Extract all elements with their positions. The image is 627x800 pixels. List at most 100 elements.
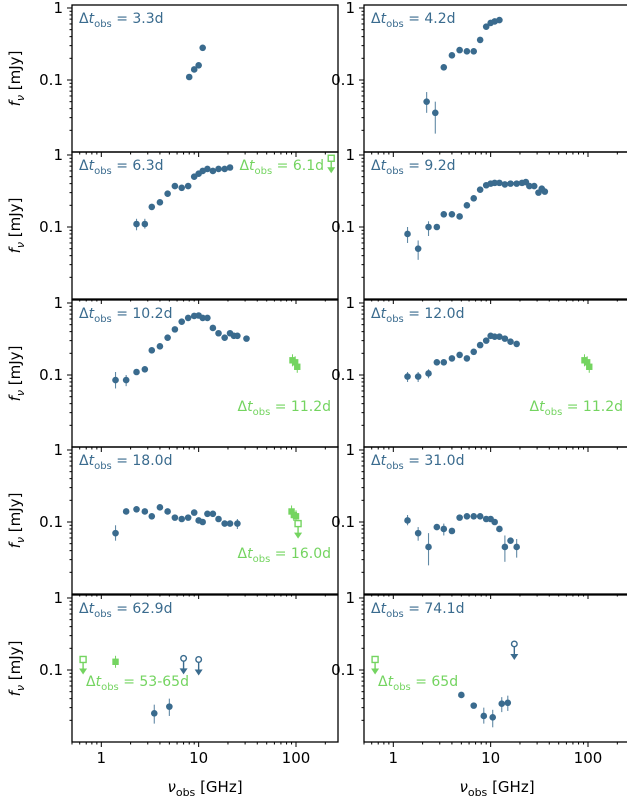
y-tick-label: 1 [53,146,63,164]
data-point [504,699,512,707]
x-axis-label: νobs [GHz] [167,778,242,799]
data-point [204,510,211,518]
secondary-label: Δtobs = 11.2d [238,399,331,418]
secondary-upper-limit-point [327,154,335,162]
y-axis-label: fν [mJy] [6,346,27,402]
x-tick-label: 10 [481,749,500,767]
data-point [491,518,498,526]
data-point [530,182,538,190]
panel-7: 0.1 1 fν [mJy] Δtobs = 18.0d Δtobs = 16.0d [6,441,339,599]
y-axis-label: fν [mJy] [6,641,27,697]
data-point [184,314,192,322]
data-point [470,195,478,202]
data-point [209,324,217,332]
data-point [243,335,250,342]
data-point [122,508,130,515]
secondary-label: Δtobs = 6.1d [239,158,324,177]
panel-label: Δtobs = 62.9d [79,601,172,620]
panel-frame [71,151,339,300]
data-point [489,714,497,721]
data-point [141,365,149,373]
x-tick-label: 10 [189,749,208,767]
panel-label: Δtobs = 18.0d [79,453,172,472]
data-point [423,98,430,105]
data-point [440,64,448,71]
data-point [234,332,241,340]
data-point [171,514,179,521]
data-point [491,179,498,187]
data-point [513,340,520,348]
y-tick-label: 1 [53,441,63,459]
data-point [482,23,490,30]
data-point [221,334,228,341]
y-tick-label: 1 [345,441,355,459]
y-tick-label: 0.1 [39,366,63,384]
upper-limit-arrow [179,668,188,675]
data-point [433,359,441,366]
data-point [513,180,520,187]
panel-frame [363,594,627,743]
y-tick-label: 1 [53,294,63,312]
data-point [425,370,432,377]
panel-9: 0.1 1 1 10 100 νobs [GHz] fν [mJy] Δtobs = 62.9… [6,589,339,799]
panel-10: 0.1 1 1 10 100 νobs [GHz] Δtobs = 74.1d Δtobs =… [331,589,627,799]
x-tick-label: 1 [97,749,107,767]
data-point [496,333,503,341]
panel-8: 0.1 1 Δtobs = 31.0d [331,441,627,599]
data-point [507,537,514,544]
data-point [448,355,456,362]
data-point [215,329,222,337]
y-tick-label: 1 [345,0,355,17]
data-point [226,164,234,171]
data-point [171,326,179,333]
data-point [164,334,171,341]
data-point [234,520,241,527]
data-point [156,343,164,350]
data-point [414,373,422,380]
data-point [156,199,164,206]
upper-limit-point [180,654,188,662]
data-point [178,184,186,192]
panel-5: 0.1 1 fν [mJy] Δtobs = 10.2d Δtobs = 11.2d [6,294,339,452]
upper-limit-point [510,640,518,648]
data-point [491,333,498,341]
y-tick-label: 0.1 [331,71,355,89]
y-tick-label: 0.1 [39,71,63,89]
secondary-upper-limit-point [371,655,379,664]
data-point [199,314,206,322]
data-point [215,515,222,523]
data-point [226,520,234,527]
data-point [204,314,211,322]
panel-label: Δtobs = 74.1d [371,601,464,620]
y-tick-label: 1 [345,589,355,607]
data-point [133,506,140,513]
data-point [526,182,533,190]
data-point [112,376,119,384]
data-point [501,335,509,342]
secondary-label: Δtobs = 16.0d [238,546,331,565]
panel-3: 0.1 1 fν [mJy] Δtobs = 6.3d Δtobs = 6.1d [6,146,339,304]
data-point [221,165,228,173]
data-point [501,543,509,551]
data-point [496,16,503,24]
data-point [498,700,506,708]
y-tick-label: 0.1 [39,218,63,236]
data-point [482,337,490,344]
panel-frame [71,594,339,743]
y-tick-label: 0.1 [331,661,355,679]
y-tick-label: 1 [345,294,355,312]
data-point [448,527,456,535]
upper-limit-point [195,655,203,663]
data-point [164,190,171,197]
x-tick-label: 1 [389,749,399,767]
panel-label: Δtobs = 31.0d [371,453,464,472]
data-point [209,167,217,175]
data-point [433,523,441,531]
data-point [204,165,211,173]
data-point [501,181,509,188]
data-point [166,703,173,710]
secondary-upper-limit-arrow [79,668,88,675]
y-tick-label: 0.1 [331,366,355,384]
data-point [133,368,140,376]
